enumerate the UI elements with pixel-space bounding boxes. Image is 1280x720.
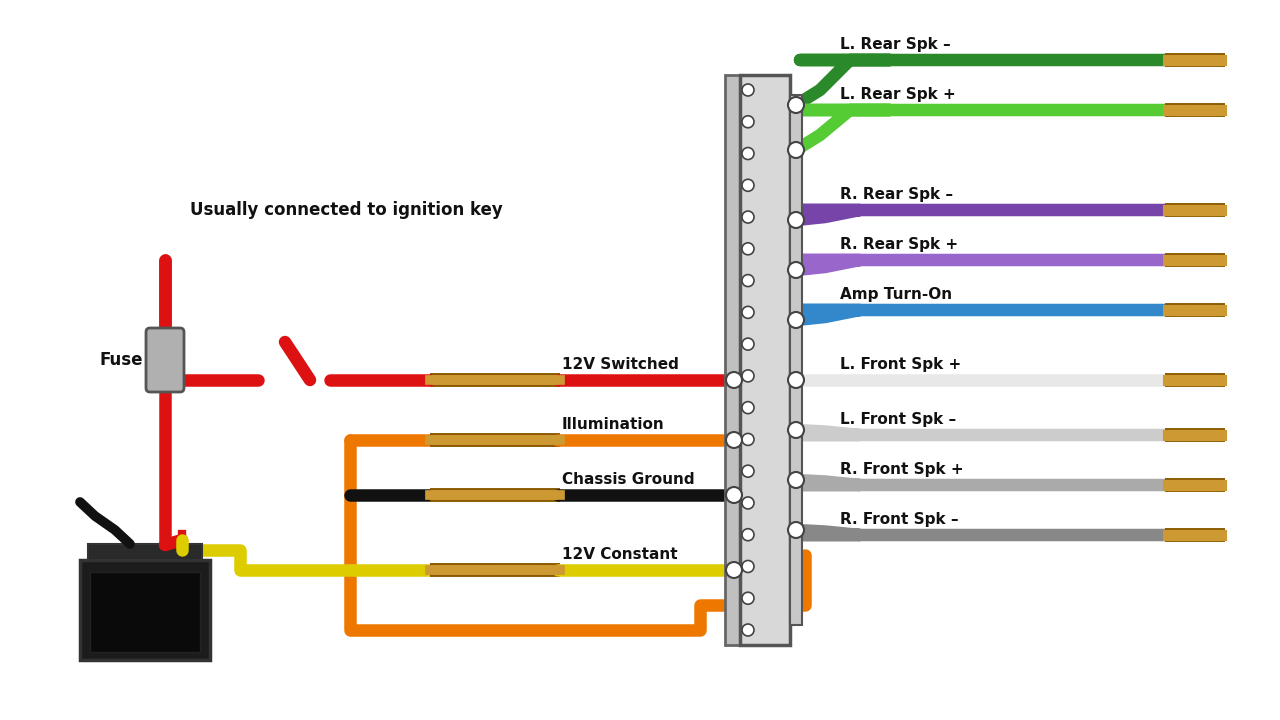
Bar — [88, 544, 202, 560]
Text: L. Rear Spk +: L. Rear Spk + — [840, 87, 956, 102]
Circle shape — [726, 372, 742, 388]
Circle shape — [788, 212, 804, 228]
Text: Fuse: Fuse — [100, 351, 143, 369]
Circle shape — [742, 274, 754, 287]
Circle shape — [788, 142, 804, 158]
Circle shape — [742, 593, 754, 604]
Circle shape — [726, 562, 742, 578]
Circle shape — [742, 211, 754, 223]
Circle shape — [742, 402, 754, 414]
Circle shape — [742, 370, 754, 382]
Text: Usually connected to ignition key: Usually connected to ignition key — [189, 201, 503, 219]
Circle shape — [742, 465, 754, 477]
Bar — [79, 560, 210, 660]
Circle shape — [742, 148, 754, 160]
Circle shape — [788, 97, 804, 113]
Text: L. Rear Spk –: L. Rear Spk – — [840, 37, 951, 52]
FancyBboxPatch shape — [146, 328, 184, 392]
Text: Chassis Ground: Chassis Ground — [562, 472, 695, 487]
Text: L. Front Spk +: L. Front Spk + — [840, 357, 961, 372]
Circle shape — [742, 433, 754, 446]
Circle shape — [788, 472, 804, 488]
Bar — [740, 75, 790, 645]
Text: 12V Constant: 12V Constant — [562, 547, 677, 562]
Circle shape — [788, 372, 804, 388]
Circle shape — [788, 422, 804, 438]
Circle shape — [742, 497, 754, 509]
Circle shape — [742, 84, 754, 96]
Text: Illumination: Illumination — [562, 417, 664, 432]
Circle shape — [742, 116, 754, 127]
Text: R. Rear Spk –: R. Rear Spk – — [840, 187, 954, 202]
Circle shape — [742, 243, 754, 255]
Circle shape — [788, 312, 804, 328]
Circle shape — [742, 306, 754, 318]
Circle shape — [742, 179, 754, 192]
Bar — [90, 572, 200, 652]
Circle shape — [742, 338, 754, 350]
Circle shape — [726, 487, 742, 503]
Circle shape — [788, 262, 804, 278]
Text: R. Front Spk –: R. Front Spk – — [840, 512, 959, 527]
Text: 12V Switched: 12V Switched — [562, 357, 678, 372]
Bar — [790, 95, 803, 625]
Circle shape — [742, 528, 754, 541]
Bar — [724, 75, 740, 645]
Text: R. Rear Spk +: R. Rear Spk + — [840, 237, 959, 252]
Text: R. Front Spk +: R. Front Spk + — [840, 462, 964, 477]
Circle shape — [742, 560, 754, 572]
Text: L. Front Spk –: L. Front Spk – — [840, 412, 956, 427]
Circle shape — [788, 522, 804, 538]
Circle shape — [726, 432, 742, 448]
Text: Amp Turn-On: Amp Turn-On — [840, 287, 952, 302]
Circle shape — [742, 624, 754, 636]
